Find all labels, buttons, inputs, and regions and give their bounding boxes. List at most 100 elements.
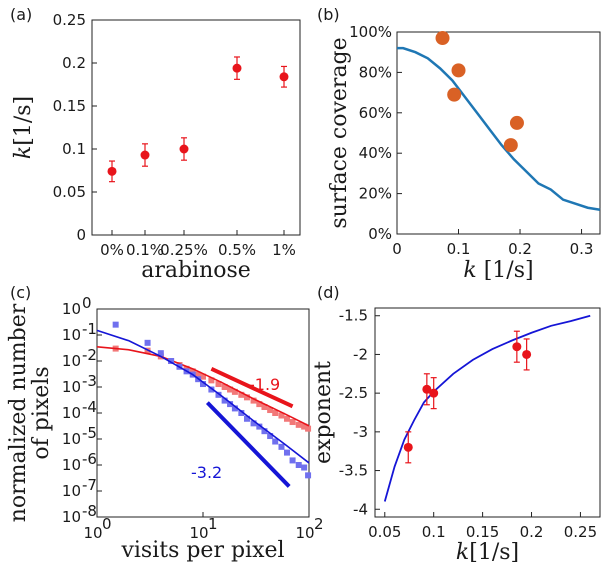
panel-a-ytick-label: 0.1 (62, 140, 86, 158)
panel-b-curve (397, 46, 601, 211)
panel-c-slope-label-red: -1.9 (249, 375, 280, 394)
panel-b-xtick-label: 0.3 (570, 240, 594, 258)
panel-c-marker (195, 371, 202, 378)
panel-c-ytick-exp: 0 (82, 294, 92, 312)
panel-label-a: (a) (10, 5, 32, 24)
panel-c-xtick-label: 10 (189, 524, 208, 542)
panel-c-ytick-label: 10 (62, 430, 81, 448)
panel-a-point (232, 63, 242, 73)
panel-c-marker (272, 410, 279, 416)
panel-b-axes (396, 31, 601, 235)
panel-b-ytick-label: 0% (368, 225, 392, 243)
panel-c-marker (278, 412, 285, 419)
panel-b-xtick-label: 0.1 (447, 240, 471, 258)
panel-d-ytick-label: -2.5 (339, 384, 368, 402)
panel-c-marker (278, 443, 285, 450)
panel-c-xtick-exp: 0 (102, 515, 112, 533)
panel-c-marker (208, 377, 215, 384)
panel-c-marker (283, 449, 290, 456)
panel-b-point (435, 31, 450, 46)
panel-c-marker (305, 425, 312, 432)
panel-c-xlabel: visits per pixel (120, 538, 284, 563)
panel-c-marker (272, 438, 279, 445)
panel-c-marker (231, 405, 238, 412)
panel-b-ylabel: surface coverage (327, 37, 352, 228)
panel-label-c: (c) (10, 283, 31, 302)
panel-d-xlabel-var: k (456, 540, 469, 565)
panel-d-ytick-label: -2 (353, 345, 368, 363)
panel-d-curve (383, 314, 591, 502)
panel-c-marker (168, 358, 175, 364)
panel-b-point (509, 115, 524, 130)
panel-c-marker (256, 423, 263, 430)
panel-c-marker (295, 462, 302, 468)
panel-b-ytick-label: 80% (359, 63, 392, 81)
panel-c-xtick-exp: 2 (314, 515, 324, 533)
panel-b-ytick-label: 60% (359, 104, 392, 122)
panel-a-xtick-label: 0.5% (218, 241, 256, 259)
panel-a-point (107, 166, 117, 176)
panel-b-ytick-label: 20% (359, 185, 392, 203)
panel-a-point (179, 144, 189, 154)
panel-c-marker (200, 373, 206, 380)
panel-b-xtick-label: 0 (392, 240, 402, 258)
panel-a-ytick-label: 0.25 (53, 11, 86, 29)
panel-c-marker (215, 391, 222, 398)
panel-label-d: (d) (317, 283, 340, 302)
panel-b-xlabel-var: k (463, 258, 483, 283)
panel-a-ytick-label: 0.15 (53, 97, 86, 115)
panel-d-xtick-label: 0.2 (520, 523, 544, 541)
panel-c-fit-curve (96, 346, 310, 427)
panel-c-ytick-label: 10 (62, 300, 81, 318)
panel-c-ytick-exp: -6 (82, 450, 97, 468)
panel-c-ytick-exp: -1 (82, 320, 97, 338)
panel-c-marker (189, 368, 196, 375)
panel-a-xlabel: arabinose (141, 258, 251, 283)
panel-c-slope-guide (205, 401, 291, 488)
panel-d-xtick-label: 0.05 (368, 523, 401, 541)
panel-c-xtick-exp: 1 (208, 515, 218, 533)
panel-a-ytick-label: 0 (76, 226, 86, 244)
panel-a-ytick-label: 0.05 (53, 183, 86, 201)
panel-c-ytick-exp: -7 (82, 476, 97, 494)
panel-c-marker (301, 464, 308, 471)
panel-b-ytick-label: 40% (359, 144, 392, 162)
panel-a-point (140, 150, 150, 160)
panel-c-marker (295, 421, 302, 428)
panel-a-axes (91, 19, 301, 236)
panel-d-point (403, 442, 413, 452)
panel-c-ytick-label: 10 (62, 508, 81, 526)
panel-c-marker (243, 415, 250, 422)
panel-c-marker (243, 394, 250, 401)
panel-b-point (451, 63, 466, 78)
panel-d-xlabel: k[1/s] (456, 540, 519, 565)
panel-d-point (429, 388, 439, 398)
panel-c-ytick-label: 10 (62, 352, 81, 370)
panel-c-marker (250, 420, 257, 427)
panel-d-axes (374, 307, 601, 518)
panel-c-xtick-label: 10 (83, 524, 102, 542)
panel-c-marker (200, 381, 206, 388)
panel-c-ytick-label: 10 (62, 456, 81, 474)
panel-c-marker (261, 428, 268, 435)
panel-c-marker (267, 433, 274, 440)
panel-c-ytick-exp: -5 (82, 424, 97, 442)
panel-c-ytick-exp: -3 (82, 372, 97, 390)
panel-c-marker (227, 401, 234, 408)
panel-a-xtick-label: 0.1% (126, 241, 164, 259)
panel-a-point (279, 72, 289, 82)
panel-c-marker (221, 397, 228, 404)
panel-c-marker (301, 423, 308, 430)
panel-c-marker (112, 321, 119, 328)
panel-c-marker (238, 410, 245, 416)
panel-c-ytick-exp: -8 (82, 502, 97, 520)
panel-c-slope-guide (210, 367, 294, 409)
panel-d-ytick-label: -3 (353, 423, 368, 441)
panel-d-xtick-label: 0.1 (422, 523, 446, 541)
panel-c-marker (144, 339, 151, 346)
panel-d-point (522, 349, 532, 359)
panel-a-ylabel-unit: [1/s] (11, 96, 36, 146)
panel-d-ylabel: exponent (311, 361, 336, 464)
panel-d-xlabel-unit: [1/s] (469, 540, 519, 565)
panel-d-ytick-label: -3.5 (339, 462, 368, 480)
